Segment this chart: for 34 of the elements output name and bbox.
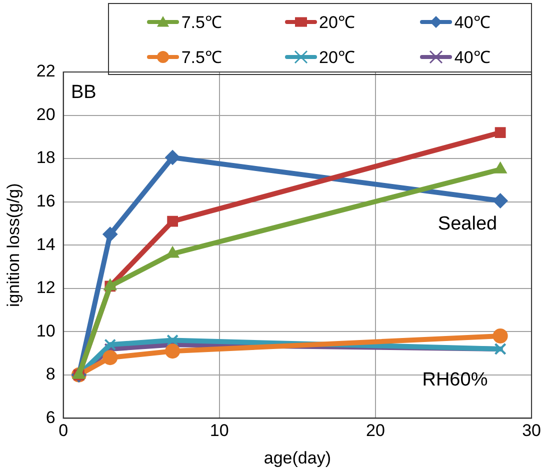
point [102, 350, 118, 366]
x-tick-label: 30 [522, 421, 542, 440]
legend-label: 40℃ [454, 12, 490, 33]
point [166, 334, 179, 346]
point [165, 150, 180, 165]
annotation: BB [70, 82, 96, 104]
x-tick-label: 20 [366, 421, 385, 440]
y-tick-label: 20 [36, 104, 56, 124]
y-tick-label: 10 [36, 321, 56, 340]
legend-label: 20℃ [319, 47, 355, 68]
legend-label: 7.5℃ [181, 47, 222, 68]
point [492, 328, 508, 344]
point [494, 127, 506, 138]
legend-label: 40℃ [454, 47, 490, 68]
y-tick-label: 8 [46, 364, 56, 384]
y-tick-label: 14 [36, 234, 56, 254]
y-tick-label: 12 [36, 278, 56, 298]
y-axis-title: ignition loss(g/g) [4, 183, 23, 307]
point [167, 216, 178, 227]
point [165, 344, 180, 359]
y-tick-label: 16 [36, 192, 56, 211]
y-tick-label: 18 [36, 148, 56, 168]
point [492, 193, 508, 208]
x-tick-label: 0 [58, 421, 68, 440]
x-axis-title: age(day) [264, 448, 331, 468]
x-tick-label: 10 [210, 421, 229, 440]
y-tick-label: 6 [46, 408, 56, 427]
legend-label: 20℃ [319, 12, 355, 33]
y-tick-label: 22 [36, 62, 56, 81]
annotation: Sealed [438, 214, 498, 235]
point [104, 338, 116, 351]
legend-label: 7.5℃ [181, 12, 222, 33]
point [102, 226, 118, 242]
annotation: RH60% [422, 369, 488, 390]
